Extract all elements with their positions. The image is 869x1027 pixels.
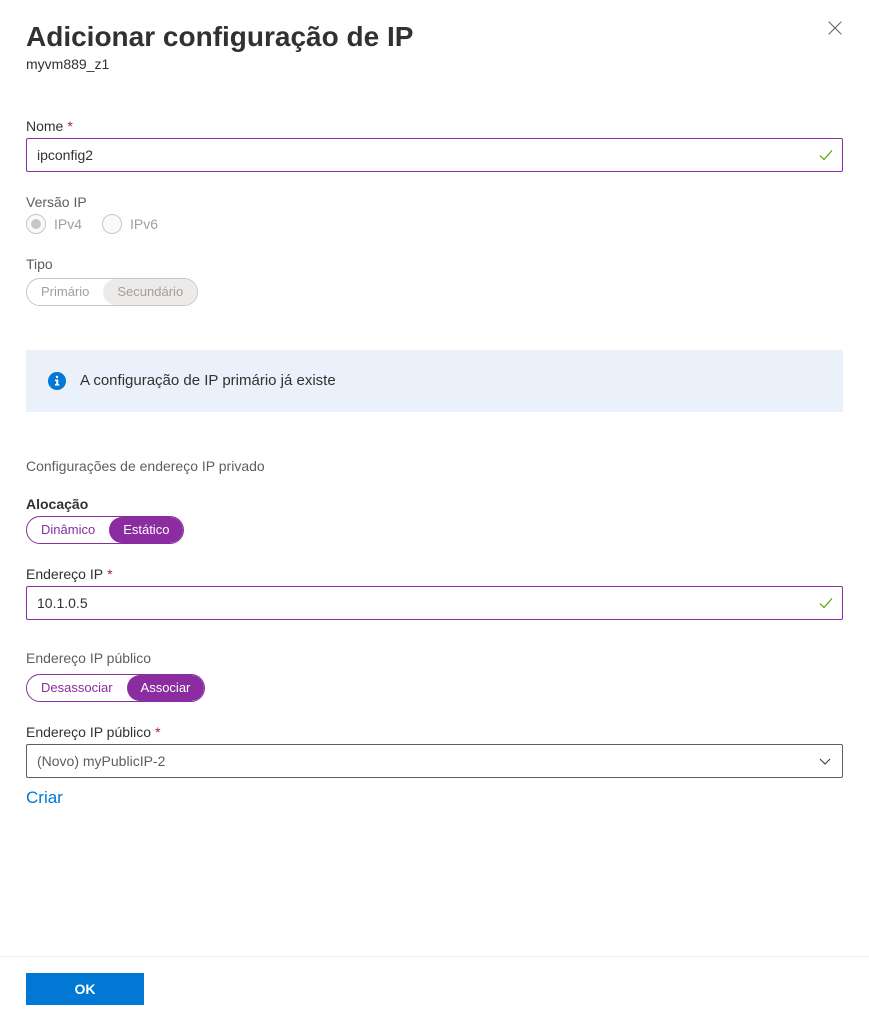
- name-label: Nome*: [26, 118, 843, 134]
- private-ip-address-input[interactable]: [26, 586, 843, 620]
- allocation-pill-group[interactable]: Dinâmico Estático: [26, 516, 184, 544]
- public-ip-dropdown[interactable]: (Novo) myPublicIP-2: [26, 744, 843, 778]
- public-ip-label: Endereço IP público: [26, 650, 843, 666]
- name-input[interactable]: [26, 138, 843, 172]
- chevron-down-icon: [818, 754, 832, 768]
- create-public-ip-link[interactable]: Criar: [26, 788, 63, 808]
- public-ip-associate-option[interactable]: Associar: [127, 675, 205, 701]
- allocation-label: Alocação: [26, 496, 843, 512]
- private-ip-address-label: Endereço IP*: [26, 566, 843, 582]
- private-ip-section-label: Configurações de endereço IP privado: [26, 458, 843, 474]
- info-callout: A configuração de IP primário já existe: [26, 350, 843, 412]
- type-label: Tipo: [26, 256, 843, 272]
- resource-subtitle: myvm889_z1: [26, 56, 843, 72]
- info-icon: [48, 372, 66, 390]
- ip-version-label: Versão IP: [26, 194, 843, 210]
- public-ip-dropdown-value: (Novo) myPublicIP-2: [37, 753, 165, 769]
- close-icon[interactable]: [827, 20, 843, 41]
- ip-version-ipv6-radio: IPv6: [102, 214, 158, 234]
- type-primary-option: Primário: [27, 279, 103, 305]
- public-ip-disassociate-option[interactable]: Desassociar: [27, 675, 127, 701]
- public-ip-select-label: Endereço IP público*: [26, 724, 843, 740]
- public-ip-assoc-pill-group[interactable]: Desassociar Associar: [26, 674, 205, 702]
- type-secondary-option: Secundário: [103, 279, 197, 305]
- ip-version-ipv4-radio: IPv4: [26, 214, 82, 234]
- type-pill-group: Primário Secundário: [26, 278, 198, 306]
- allocation-dynamic-option[interactable]: Dinâmico: [27, 517, 109, 543]
- page-title: Adicionar configuração de IP: [26, 20, 413, 54]
- ok-button[interactable]: OK: [26, 973, 144, 1005]
- info-text: A configuração de IP primário já existe: [80, 372, 336, 389]
- allocation-static-option[interactable]: Estático: [109, 517, 183, 543]
